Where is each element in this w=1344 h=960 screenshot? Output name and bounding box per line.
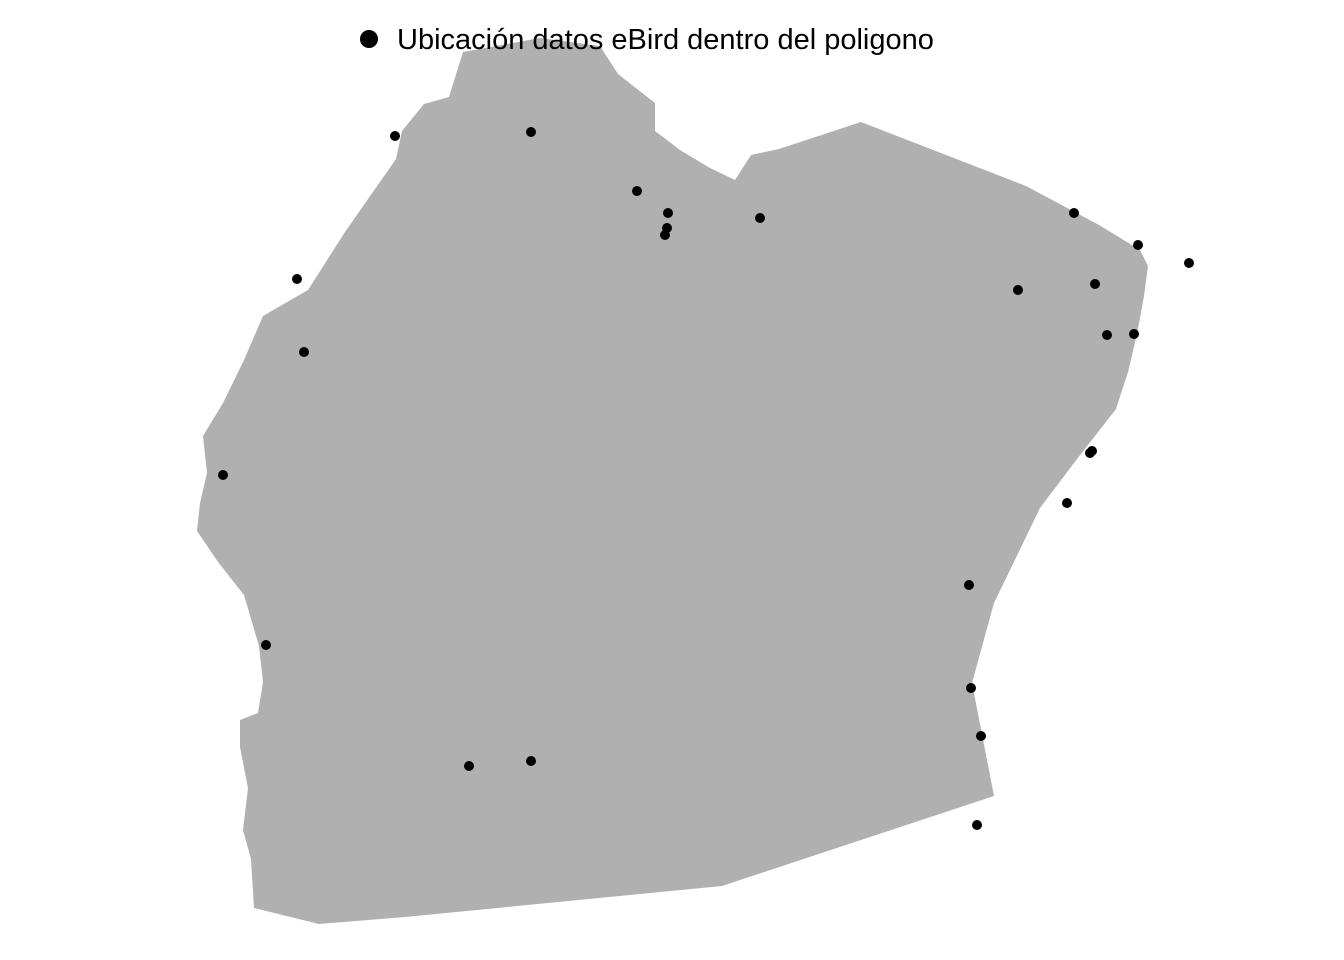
- observation-point: [526, 756, 536, 766]
- observation-point: [526, 127, 536, 137]
- observation-point: [972, 820, 982, 830]
- observation-point: [1102, 330, 1112, 340]
- observation-point: [218, 470, 228, 480]
- observation-point: [632, 186, 642, 196]
- observation-point: [660, 230, 670, 240]
- study-area-polygon: [197, 38, 1148, 924]
- observation-point: [964, 580, 974, 590]
- observation-point: [292, 274, 302, 284]
- observation-point: [1062, 498, 1072, 508]
- observation-point: [663, 208, 673, 218]
- observation-point: [390, 131, 400, 141]
- observation-point: [966, 683, 976, 693]
- observation-points: [218, 127, 1194, 830]
- observation-point: [976, 731, 986, 741]
- observation-point: [299, 347, 309, 357]
- observation-point: [1184, 258, 1194, 268]
- observation-point: [1129, 329, 1139, 339]
- observation-point: [1013, 285, 1023, 295]
- observation-point: [1133, 240, 1143, 250]
- observation-point: [1085, 448, 1095, 458]
- legend-label: Ubicación datos eBird dentro del poligon…: [397, 24, 934, 56]
- observation-point: [1069, 208, 1079, 218]
- legend: Ubicación datos eBird dentro del poligon…: [360, 24, 934, 56]
- legend-marker: [360, 30, 378, 48]
- observation-point: [755, 213, 765, 223]
- observation-point: [261, 640, 271, 650]
- observation-point: [1090, 279, 1100, 289]
- observation-point: [464, 761, 474, 771]
